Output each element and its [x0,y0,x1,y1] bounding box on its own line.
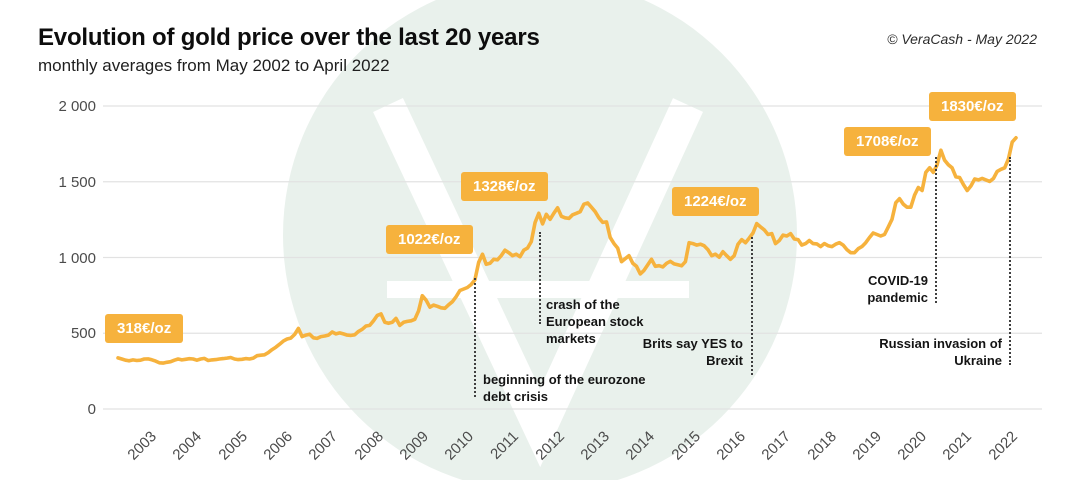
price-badge-1830: 1830€/oz [929,92,1016,121]
event-line-stock-crash [539,232,541,324]
event-line-ukraine [1009,157,1011,365]
gold-price-line [116,136,1018,365]
event-label-stock-crash: crash of the European stock markets [546,297,644,346]
copyright-credit: © VeraCash - May 2022 [887,31,1037,47]
price-badge-1224: 1224€/oz [672,187,759,216]
price-badge-318: 318€/oz [105,314,184,343]
event-label-covid: COVID-19 pandemic [867,273,928,305]
y-axis-tick-label: 0 [87,401,96,418]
page-title: Evolution of gold price over the last 20… [38,24,540,51]
page-subtitle: monthly averages from May 2002 to April … [38,56,390,75]
y-axis-tick-label: 1 000 [58,249,96,267]
y-axis-tick-label: 1 500 [58,173,96,191]
price-badge-1708: 1708€/oz [844,127,931,156]
event-line-covid [935,157,937,303]
event-label-brexit: Brits say YES to Brexit [642,336,743,368]
event-line-brexit [751,237,753,375]
y-axis-tick-label: 2 000 [58,98,96,115]
price-badge-1022: 1022€/oz [386,225,473,254]
price-badge-1328: 1328€/oz [461,172,548,201]
y-axis-tick-label: 500 [70,325,96,343]
event-label-ukraine: Russian invasion of Ukraine [879,336,1002,368]
event-label-eurozone-crisis: beginning of the eurozone debt crisis [483,372,646,404]
event-line-eurozone-crisis [474,278,476,397]
